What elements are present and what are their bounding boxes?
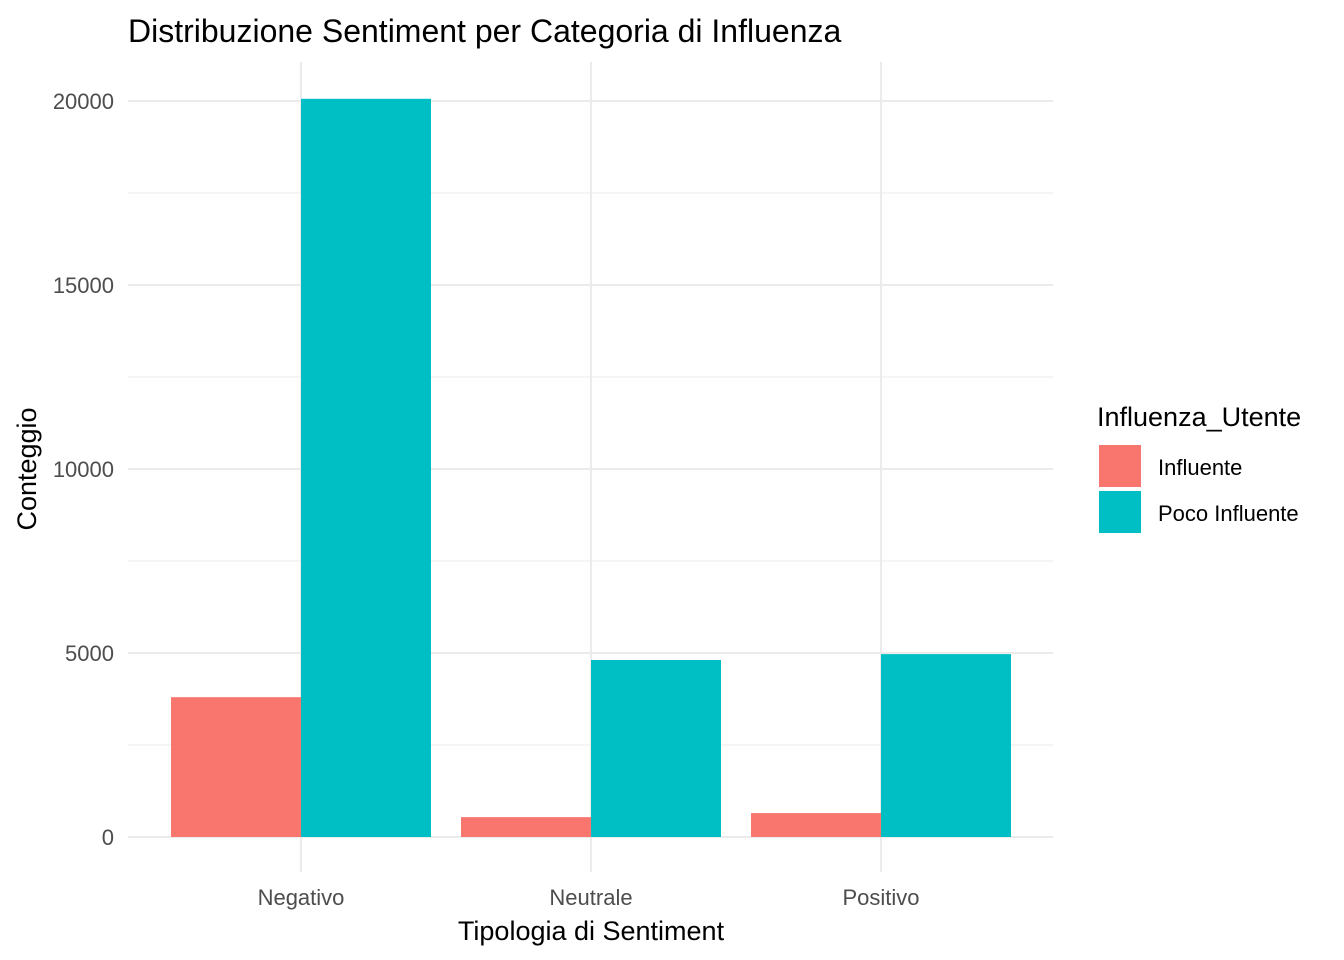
x-tick-label: Neutrale bbox=[549, 885, 632, 910]
y-axis-ticks: 0 5000 10000 15000 20000 bbox=[53, 89, 114, 850]
chart-title: Distribuzione Sentiment per Categoria di… bbox=[128, 13, 841, 49]
bar bbox=[751, 813, 881, 837]
legend-swatch bbox=[1099, 491, 1141, 533]
y-tick-label: 5000 bbox=[65, 641, 114, 666]
bar bbox=[591, 659, 721, 837]
bars bbox=[171, 98, 1011, 838]
y-tick-label: 10000 bbox=[53, 457, 114, 482]
legend: Influenza_Utente Influente Poco Influente bbox=[1097, 402, 1301, 533]
y-tick-label: 15000 bbox=[53, 273, 114, 298]
legend-label: Influente bbox=[1158, 455, 1242, 480]
bar bbox=[171, 697, 301, 837]
bar bbox=[301, 98, 431, 838]
legend-label: Poco Influente bbox=[1158, 501, 1299, 526]
bar bbox=[881, 654, 1011, 837]
x-tick-label: Negativo bbox=[258, 885, 345, 910]
x-axis-title: Tipologia di Sentiment bbox=[458, 916, 725, 946]
legend-swatch bbox=[1099, 445, 1141, 487]
x-tick-label: Positivo bbox=[842, 885, 919, 910]
y-tick-label: 20000 bbox=[53, 89, 114, 114]
y-tick-label: 0 bbox=[102, 825, 114, 850]
legend-title: Influenza_Utente bbox=[1097, 402, 1301, 432]
bar bbox=[461, 817, 591, 837]
x-axis-ticks: Negativo Neutrale Positivo bbox=[258, 885, 920, 910]
y-axis-title: Conteggio bbox=[12, 407, 42, 530]
